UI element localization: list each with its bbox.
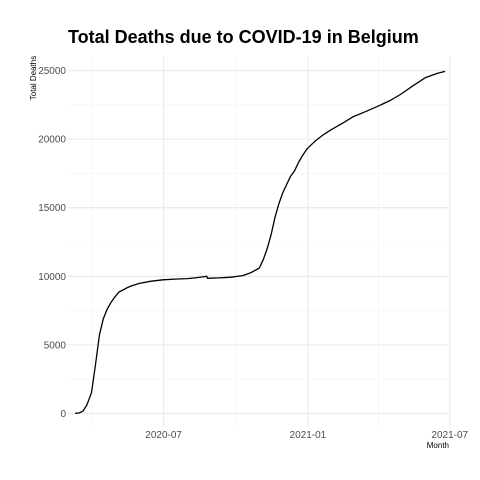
x-tick-label: 2020-07 xyxy=(145,430,182,441)
series-layer xyxy=(75,70,446,414)
y-tick-label: 0 xyxy=(60,409,66,420)
x-axis-label: Month xyxy=(427,441,449,450)
chart-title: Total Deaths due to COVID-19 in Belgium xyxy=(68,27,419,47)
y-tick-label: 20000 xyxy=(38,135,66,146)
y-tick-label: 15000 xyxy=(38,203,66,214)
grid xyxy=(68,57,451,427)
y-tick-label: 25000 xyxy=(38,66,66,77)
y-tick-label: 10000 xyxy=(38,272,66,283)
y-axis-label: Total Deaths xyxy=(29,56,38,100)
x-axis-ticks: 2020-07 2021-01 2021-07 xyxy=(145,430,468,441)
y-tick-label: 5000 xyxy=(44,340,67,351)
series-line-total-deaths xyxy=(75,70,446,414)
y-axis-ticks: 0 5000 10000 15000 20000 25000 xyxy=(38,66,66,420)
x-tick-label: 2021-07 xyxy=(431,430,468,441)
x-tick-label: 2021-01 xyxy=(290,430,327,441)
